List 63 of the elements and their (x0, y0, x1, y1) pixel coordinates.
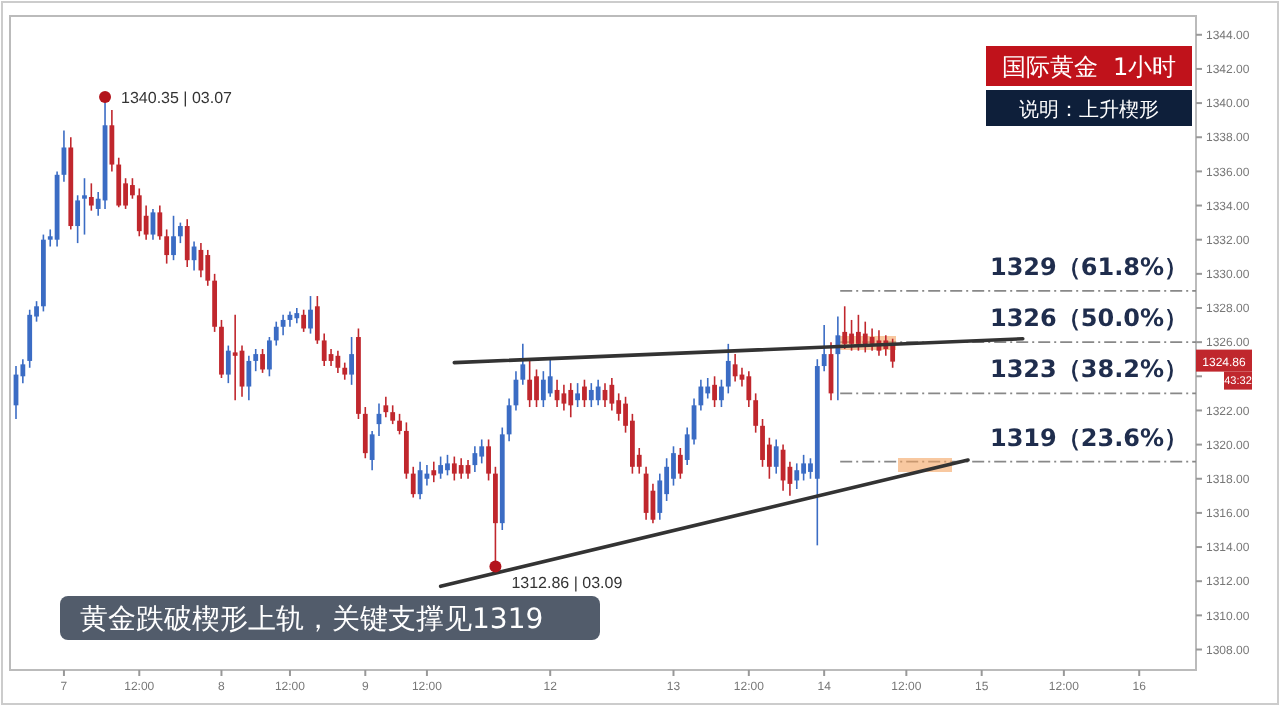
caption-box: 说明：上升楔形 (986, 90, 1192, 126)
candlestick (308, 295, 313, 335)
candlestick (301, 308, 307, 333)
candlestick (479, 438, 485, 465)
candlestick (390, 404, 396, 425)
candlestick (75, 194, 81, 244)
candlestick (260, 348, 265, 374)
candlestick (705, 377, 711, 400)
title-box: 国际黄金 1小时 (986, 46, 1192, 86)
candlestick (760, 418, 765, 468)
candlestick (842, 305, 848, 350)
candlestick (671, 445, 676, 487)
candlestick (527, 358, 533, 408)
candlestick (595, 378, 601, 407)
candlestick (383, 395, 389, 419)
candlestick (609, 377, 615, 412)
candlestick (547, 358, 553, 398)
candlestick (246, 355, 252, 401)
candlestick (869, 327, 875, 352)
candlestick (445, 454, 450, 477)
candlestick (588, 382, 594, 408)
candlestick (575, 382, 580, 408)
candlestick (773, 438, 779, 475)
candlestick (177, 221, 183, 244)
candlestick (82, 177, 87, 236)
candlestick (712, 375, 717, 408)
candlestick (849, 319, 854, 352)
candlestick (88, 182, 94, 212)
candlestick (335, 349, 341, 374)
candlestick (397, 413, 402, 436)
annotation: 1312.86 | 03.09 (511, 574, 624, 593)
candlestick (732, 353, 738, 383)
candlestick (472, 445, 478, 473)
ref-line-label: 1319（23.6%） (989, 423, 1188, 452)
candlestick (657, 472, 663, 521)
candlestick (856, 314, 861, 352)
candlestick (349, 336, 354, 386)
candlestick (431, 460, 437, 483)
candlestick (486, 438, 491, 482)
candlestick (232, 314, 238, 401)
candlestick (582, 378, 587, 408)
ref-line-label: 1326（50.0%） (989, 304, 1188, 333)
candlestick (801, 454, 807, 482)
candlestick (568, 382, 574, 419)
annotation: 1340.35 | 03.07 (121, 88, 234, 107)
candlestick (225, 344, 231, 384)
annotation: 黄金跌破楔形上轨，关键支撑见1319 (80, 604, 544, 636)
candlestick (677, 447, 683, 480)
candlestick (280, 314, 286, 337)
candlestick (451, 455, 457, 482)
ref-line-label: 1329（61.8%） (989, 252, 1188, 281)
candlestick (725, 343, 731, 395)
ref-line-label: 1323（38.2%） (989, 355, 1188, 384)
candlestick (561, 384, 567, 412)
candlestick (438, 455, 444, 480)
candlestick (136, 187, 142, 238)
candlestick (458, 457, 464, 480)
candlestick (219, 319, 224, 379)
candlestick (171, 214, 176, 261)
candlestick (794, 462, 800, 490)
candlestick (534, 368, 539, 408)
candlestick (890, 337, 896, 369)
candlestick (184, 218, 190, 268)
